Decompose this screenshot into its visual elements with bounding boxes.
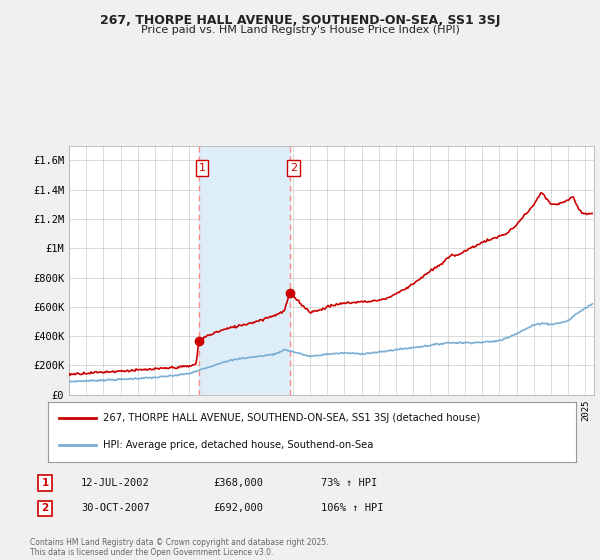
Text: 1: 1 <box>41 478 49 488</box>
Text: Price paid vs. HM Land Registry's House Price Index (HPI): Price paid vs. HM Land Registry's House … <box>140 25 460 35</box>
Text: 2: 2 <box>290 163 297 173</box>
Text: £692,000: £692,000 <box>213 503 263 514</box>
Text: 2: 2 <box>41 503 49 514</box>
Text: Contains HM Land Registry data © Crown copyright and database right 2025.
This d: Contains HM Land Registry data © Crown c… <box>30 538 329 557</box>
Bar <box>199 146 290 395</box>
Text: 267, THORPE HALL AVENUE, SOUTHEND-ON-SEA, SS1 3SJ (detached house): 267, THORPE HALL AVENUE, SOUTHEND-ON-SEA… <box>103 413 481 423</box>
Text: HPI: Average price, detached house, Southend-on-Sea: HPI: Average price, detached house, Sout… <box>103 440 374 450</box>
Text: 267, THORPE HALL AVENUE, SOUTHEND-ON-SEA, SS1 3SJ: 267, THORPE HALL AVENUE, SOUTHEND-ON-SEA… <box>100 14 500 27</box>
Text: £368,000: £368,000 <box>213 478 263 488</box>
Text: 1: 1 <box>199 163 206 173</box>
Text: 12-JUL-2002: 12-JUL-2002 <box>81 478 150 488</box>
Text: 73% ↑ HPI: 73% ↑ HPI <box>321 478 377 488</box>
Text: 30-OCT-2007: 30-OCT-2007 <box>81 503 150 514</box>
Text: 106% ↑ HPI: 106% ↑ HPI <box>321 503 383 514</box>
